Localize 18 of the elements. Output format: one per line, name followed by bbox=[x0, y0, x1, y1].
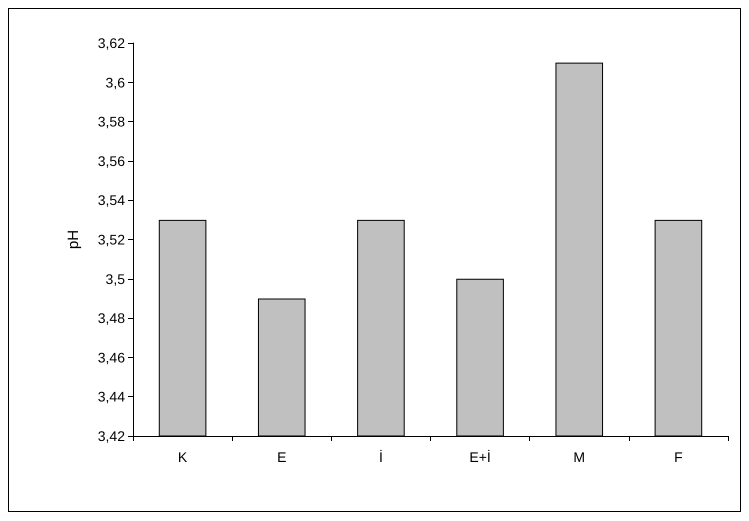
y-tick-label: 3,62 bbox=[98, 35, 126, 51]
x-tick-label: İ bbox=[378, 449, 383, 465]
y-tick-label: 3,46 bbox=[98, 349, 126, 366]
y-tick-label: 3,56 bbox=[98, 152, 126, 169]
x-tick-label: E+İ bbox=[469, 449, 491, 465]
x-tick-label: K bbox=[178, 449, 188, 465]
x-tick-label: M bbox=[573, 449, 586, 465]
y-tick-label: 3,52 bbox=[98, 232, 126, 248]
y-tick-label: 3,48 bbox=[98, 310, 126, 326]
y-tick-label: 3,58 bbox=[98, 114, 126, 130]
y-tick-label: 3,5 bbox=[106, 270, 126, 287]
y-axis-title: pH bbox=[65, 230, 82, 250]
x-tick-label: E bbox=[277, 449, 286, 465]
y-tick-label: 3,54 bbox=[98, 192, 126, 208]
y-tick-label: 3,6 bbox=[106, 74, 126, 90]
y-tick-label: 3,44 bbox=[98, 388, 126, 405]
y-tick-label: 3,42 bbox=[98, 428, 126, 444]
x-tick-label: F bbox=[674, 449, 683, 465]
